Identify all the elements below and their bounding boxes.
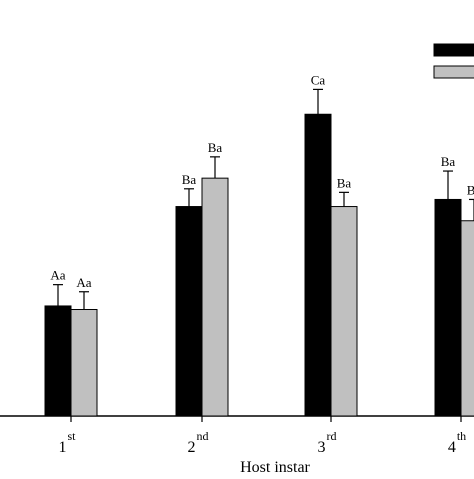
x-axis-ticks xyxy=(70,416,462,422)
bar-label-s2-4: Ba xyxy=(467,182,474,197)
bar-letter-labels: Aa Ba Ca Ba Aa Ba Ba Ba xyxy=(50,72,474,289)
x-tick-label-1: 1st xyxy=(58,429,76,456)
bar-s2-3 xyxy=(330,206,358,417)
bar-label-s1-4: Ba xyxy=(441,154,456,169)
bar-label-s2-2: Ba xyxy=(208,140,223,155)
bar-label-s2-3: Ba xyxy=(337,175,352,190)
x-tick-label-sup-3: rd xyxy=(327,429,337,443)
bar-s2-2 xyxy=(201,177,229,417)
x-tick-label-4: 4th xyxy=(448,429,466,456)
x-tick-label-3: 3rd xyxy=(318,429,337,456)
x-tick-label-sup-2: nd xyxy=(197,429,209,443)
bar-label-s1-1: Aa xyxy=(50,268,65,283)
bar-label-s1-3: Ca xyxy=(311,72,326,87)
x-tick-labels: 1st 2nd 3rd 4th xyxy=(58,429,466,456)
bar-s2-1 xyxy=(70,309,98,417)
bar-s1-4 xyxy=(434,198,462,417)
legend xyxy=(433,43,474,79)
legend-swatch-1 xyxy=(433,43,474,57)
x-axis-label: Host instar xyxy=(240,459,310,474)
x-tick-label-sup-4: th xyxy=(457,429,466,443)
x-tick-label-sup-1: st xyxy=(67,429,76,443)
error-bars xyxy=(53,88,474,310)
legend-swatch-2 xyxy=(433,65,474,79)
bar-s1-1 xyxy=(44,305,72,417)
x-tick-label-2: 2nd xyxy=(188,429,209,456)
bar-label-s1-2: Ba xyxy=(182,172,197,187)
bar-s1-2 xyxy=(175,206,203,417)
bars xyxy=(44,113,474,417)
bar-s2-4 xyxy=(460,220,474,417)
bar-label-s2-1: Aa xyxy=(76,275,91,290)
bar-s1-3 xyxy=(304,113,332,417)
